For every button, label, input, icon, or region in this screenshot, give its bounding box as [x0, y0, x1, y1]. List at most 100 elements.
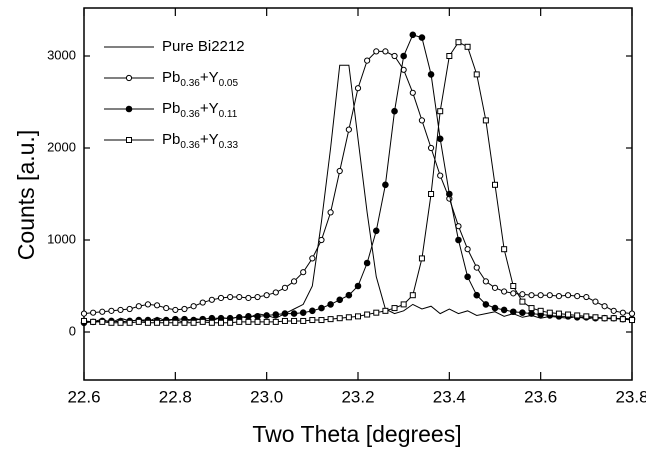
marker: [391, 52, 398, 60]
marker: [208, 319, 215, 326]
marker: [464, 43, 471, 50]
marker: [455, 236, 462, 244]
marker: [418, 117, 426, 124]
marker: [336, 296, 344, 304]
marker: [491, 284, 499, 291]
marker: [492, 181, 498, 188]
y-tick-label: 0: [69, 323, 76, 338]
marker: [473, 71, 480, 78]
marker: [218, 319, 224, 326]
marker: [446, 190, 453, 198]
marker: [199, 318, 206, 325]
x-tick-label: 23.4: [433, 387, 466, 406]
marker: [601, 315, 608, 322]
marker: [373, 48, 380, 55]
marker: [90, 309, 97, 316]
marker: [610, 307, 617, 314]
marker: [345, 291, 353, 299]
marker: [153, 302, 161, 309]
marker: [446, 53, 453, 59]
marker: [336, 167, 343, 175]
marker: [574, 293, 581, 300]
marker: [592, 298, 599, 305]
marker: [436, 135, 444, 143]
marker: [382, 181, 389, 189]
marker: [363, 259, 371, 267]
marker: [583, 313, 590, 320]
y-tick-label: 3000: [47, 47, 76, 62]
marker: [546, 309, 553, 316]
marker: [372, 227, 380, 235]
marker: [309, 307, 316, 315]
marker: [290, 310, 298, 317]
marker: [327, 301, 334, 308]
y-tick-label: 2000: [47, 139, 76, 154]
marker: [163, 304, 170, 312]
marker: [418, 34, 426, 41]
marker: [263, 318, 270, 325]
x-tick-label: 23.8: [615, 387, 646, 406]
marker: [80, 310, 88, 317]
marker: [409, 31, 417, 39]
marker: [227, 293, 234, 301]
marker: [254, 293, 261, 301]
marker: [99, 308, 106, 315]
marker: [245, 294, 252, 302]
marker: [500, 306, 508, 314]
marker: [574, 312, 581, 319]
marker: [181, 319, 188, 326]
marker: [181, 305, 188, 313]
marker: [290, 278, 298, 285]
marker: [254, 318, 261, 325]
marker: [391, 305, 398, 312]
marker: [345, 126, 352, 133]
marker: [190, 319, 197, 326]
x-tick-label: 22.8: [159, 387, 192, 406]
marker: [437, 108, 444, 115]
marker: [154, 319, 161, 326]
marker: [99, 318, 106, 325]
marker: [254, 313, 261, 320]
marker: [272, 289, 279, 296]
marker: [482, 301, 490, 308]
marker: [281, 284, 289, 291]
legend-label: Pure Bi2212: [162, 38, 245, 55]
marker: [236, 318, 243, 325]
marker: [364, 311, 371, 318]
marker: [354, 282, 362, 290]
legend-label: Pb0.36+Y0.11: [162, 100, 238, 120]
marker: [619, 309, 626, 316]
marker: [245, 318, 252, 325]
marker: [583, 293, 590, 301]
x-axis-label: Two Theta [degrees]: [252, 421, 461, 447]
marker: [291, 317, 298, 324]
marker: [272, 318, 279, 325]
marker: [227, 319, 234, 326]
marker: [628, 310, 636, 317]
marker: [473, 291, 481, 299]
marker: [263, 292, 270, 299]
marker: [629, 317, 635, 324]
marker: [382, 48, 389, 55]
marker: [482, 117, 489, 124]
marker: [437, 172, 444, 179]
marker: [564, 292, 572, 299]
marker: [409, 89, 416, 96]
marker: [510, 290, 517, 297]
marker: [528, 310, 535, 317]
marker: [318, 317, 325, 324]
legend-label: Pb0.36+Y0.05: [162, 69, 238, 89]
marker: [555, 310, 562, 317]
marker: [126, 305, 133, 313]
marker: [455, 39, 462, 46]
marker: [300, 269, 307, 276]
marker: [510, 283, 517, 289]
marker: [172, 319, 179, 326]
x-tick-label: 23.2: [341, 387, 374, 406]
marker: [491, 304, 499, 312]
marker: [501, 288, 508, 295]
marker: [528, 292, 535, 299]
marker: [263, 312, 270, 319]
marker: [555, 293, 563, 300]
